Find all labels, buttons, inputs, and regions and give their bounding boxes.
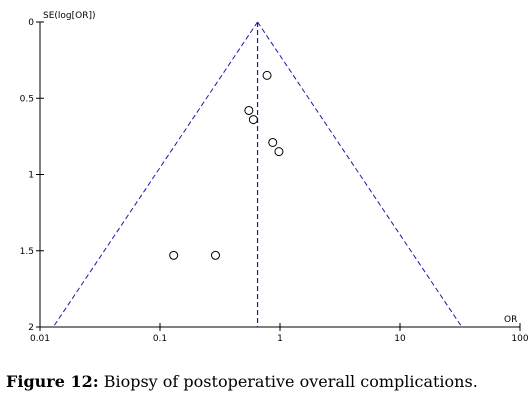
funnel-lines [52, 21, 463, 328]
x-tick-label: 0.01 [30, 334, 50, 344]
caption-label: Figure 12: [6, 372, 99, 391]
data-point [248, 115, 258, 125]
x-tick-label: 0.1 [153, 334, 167, 344]
axes: 0 0.5 1 1.5 20.01 0.1 1 10 100 [20, 18, 529, 344]
data-points [169, 70, 284, 260]
funnel-left-line [52, 21, 258, 328]
x-tick-label: 100 [511, 334, 528, 344]
data-point [169, 250, 179, 260]
y-tick-label: 1 [28, 171, 34, 181]
data-point [268, 137, 278, 147]
data-point [274, 147, 284, 157]
x-axis-label: OR [504, 315, 517, 325]
figure-caption: Figure 12: Biopsy of postoperative overa… [6, 372, 478, 391]
x-tick-label: 1 [277, 334, 283, 344]
y-tick-label: 0.5 [20, 94, 34, 104]
y-tick-label: 1.5 [20, 247, 34, 257]
x-tick-label: 10 [394, 334, 406, 344]
data-point [262, 70, 272, 80]
funnel-right-line [257, 21, 463, 328]
y-axis-label: SE(log[OR]) [43, 11, 96, 21]
y-tick-label: 0 [28, 18, 34, 28]
y-tick-label: 2 [28, 323, 34, 333]
caption-text: Biopsy of postoperative overall complica… [98, 372, 478, 391]
data-point [244, 105, 254, 115]
data-point [210, 250, 220, 260]
funnel-plot: 0 0.5 1 1.5 20.01 0.1 1 10 100 SE(log[OR]) OR [20, 11, 529, 344]
